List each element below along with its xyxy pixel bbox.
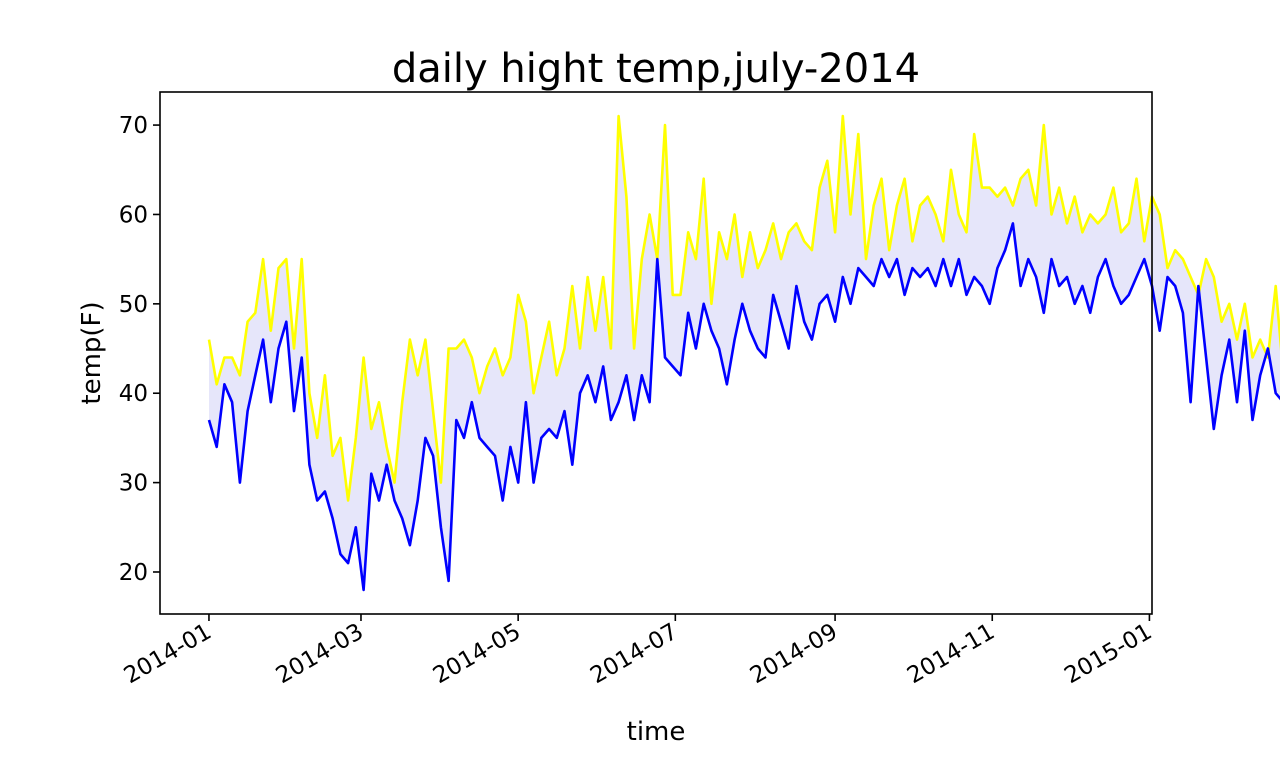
y-tick-label: 20: [119, 560, 148, 586]
x-tick-label: 2014-01: [120, 619, 216, 690]
y-tick-label: 50: [119, 292, 148, 318]
y-tick-label: 40: [119, 381, 148, 407]
x-axis-label: time: [627, 717, 686, 747]
x-tick-label: 2014-11: [903, 619, 999, 690]
y-tick-label: 30: [119, 471, 148, 497]
y-axis: 20 30 40 50 60 70: [119, 113, 160, 586]
y-axis-label: temp(F): [77, 301, 107, 404]
series-line-low: [207, 222, 1280, 592]
x-tick-label: 2014-05: [429, 619, 525, 690]
plot-frame: [159, 91, 1153, 615]
x-tick-label: 2014-09: [746, 619, 842, 690]
y-tick-label: 70: [119, 113, 148, 139]
chart-title: daily hight temp,july-2014: [392, 46, 920, 92]
x-tick-label: 2014-07: [586, 619, 682, 690]
fill-between-band: [209, 116, 1280, 590]
plot-area: [207, 114, 1280, 592]
y-tick-label: 60: [119, 202, 148, 228]
series-layer: [207, 114, 1280, 592]
x-tick-label: 2015-01: [1060, 619, 1156, 690]
x-axis: 2014-01 2014-03 2014-05 2014-07 2014-09 2014-…: [120, 614, 1156, 690]
fill-layer: [209, 116, 1280, 590]
x-tick-label: 2014-03: [272, 619, 368, 690]
series-line-high: [207, 114, 1280, 502]
